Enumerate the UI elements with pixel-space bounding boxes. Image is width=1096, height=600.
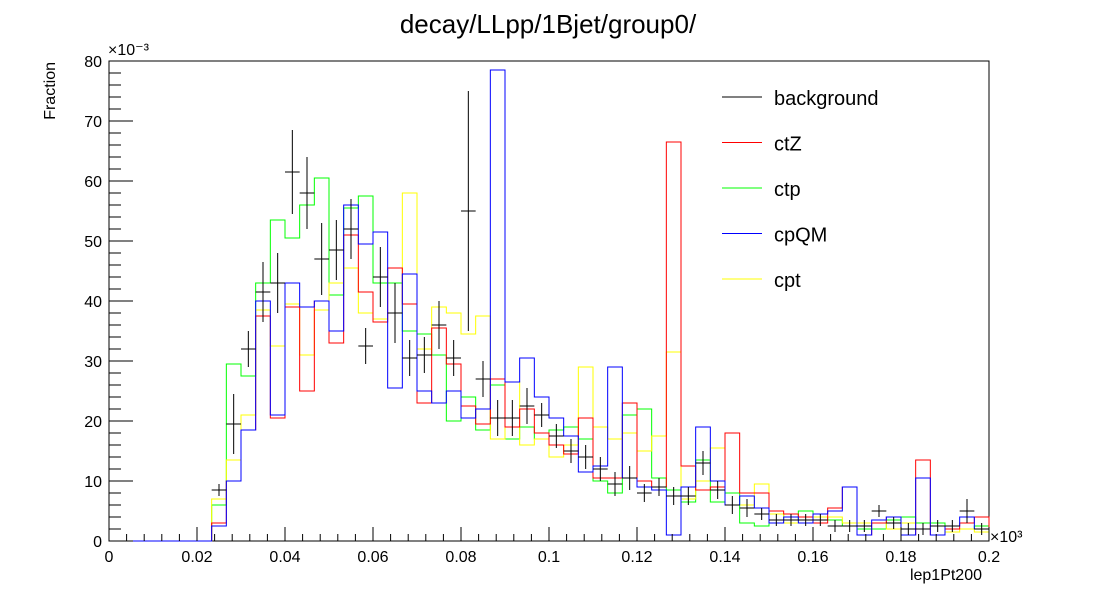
legend-entry: ctZ (722, 134, 802, 156)
background-point (945, 520, 960, 532)
background-point (255, 262, 271, 322)
background-point (622, 466, 637, 490)
background-point (373, 247, 388, 307)
y-tick-label: 30 (84, 354, 102, 371)
background-point (563, 439, 579, 463)
x-tick-label: 0.12 (621, 549, 652, 566)
background-point (270, 253, 285, 313)
background-point (651, 478, 667, 496)
background-point (769, 514, 784, 526)
series-layer (109, 69, 990, 542)
axes: 0 0.02 0.04 0.06 0.08 0.1 0.12 0.14 0.16 0.18 0.2 0… (84, 54, 1000, 566)
x-tick-label: 0.2 (978, 549, 1000, 566)
y-tick-label: 70 (84, 114, 102, 131)
background-point (681, 487, 696, 505)
background-point (299, 157, 315, 229)
background-point (827, 520, 843, 532)
x-axis-title: lep1Pt200 (910, 567, 982, 584)
x-axis-exponent: ×10³ (990, 529, 1023, 546)
background-point (549, 424, 564, 448)
legend: background ctZ ctp cpQM cpt (722, 88, 879, 292)
legend-entry: ctp (722, 179, 801, 201)
legend-entry: background (722, 88, 879, 110)
background-point (446, 340, 461, 376)
y-tick-label: 20 (84, 414, 102, 431)
series-cpQM-step (109, 69, 990, 542)
x-tick-label: 0.04 (269, 549, 300, 566)
y-tick-label: 80 (84, 54, 102, 71)
legend-entry: cpt (722, 270, 801, 292)
legend-label: ctZ (774, 134, 802, 156)
background-point (211, 484, 227, 496)
x-tick-label: 0.14 (709, 549, 740, 566)
y-tick-label: 0 (93, 534, 102, 551)
background-point (461, 91, 476, 331)
background-point (241, 331, 256, 367)
chart-title: decay/LLpp/1Bjet/group0/ (400, 9, 697, 39)
x-tick-label: 0.16 (797, 549, 828, 566)
background-point (842, 520, 857, 532)
background-point (534, 403, 549, 427)
legend-label: cpt (774, 270, 801, 292)
y-axis-title: Fraction (42, 62, 59, 120)
background-point (871, 505, 887, 517)
background-point (329, 220, 344, 280)
x-tick-label: 0 (105, 549, 114, 566)
background-point (798, 514, 813, 526)
x-tick-label: 0.18 (885, 549, 916, 566)
background-point (358, 328, 373, 364)
legend-entry: cpQM (722, 225, 827, 247)
background-point (725, 496, 740, 514)
legend-label: background (774, 88, 879, 110)
background-point (475, 361, 491, 397)
background-point (974, 523, 989, 535)
x-tick-label: 0.02 (181, 549, 212, 566)
background-point (695, 451, 711, 475)
background-point (578, 445, 593, 469)
y-tick-label: 40 (84, 294, 102, 311)
background-point (519, 388, 535, 424)
background-point (886, 517, 901, 529)
x-tick-label: 0.06 (357, 549, 388, 566)
background-point (959, 499, 975, 523)
y-tick-label: 60 (84, 174, 102, 191)
background-point (666, 487, 681, 505)
background-point (857, 520, 872, 532)
background-point (417, 337, 432, 373)
background-point (387, 283, 403, 343)
background-point (754, 508, 769, 520)
series-cpt-step (109, 192, 990, 542)
background-point (915, 523, 931, 535)
background-point (226, 394, 241, 454)
background-point (490, 400, 505, 436)
background-point (285, 130, 300, 214)
background-point (402, 340, 417, 376)
background-point (505, 400, 520, 436)
background-point (343, 199, 359, 259)
background-point (314, 223, 329, 295)
background-point (431, 301, 447, 349)
legend-label: ctp (774, 179, 801, 201)
x-tick-label: 0.1 (538, 549, 560, 566)
background-point (901, 523, 916, 535)
background-point (930, 520, 945, 532)
y-tick-label: 10 (84, 474, 102, 491)
background-point (607, 472, 623, 496)
x-tick-label: 0.08 (445, 549, 476, 566)
background-point (739, 499, 755, 517)
y-axis-exponent: ×10⁻³ (108, 42, 150, 59)
background-point (637, 484, 652, 502)
background-point (783, 514, 799, 526)
y-tick-label: 50 (84, 234, 102, 251)
background-point (710, 481, 725, 499)
background-point (813, 514, 828, 526)
legend-label: cpQM (774, 225, 827, 247)
background-point (593, 457, 608, 481)
